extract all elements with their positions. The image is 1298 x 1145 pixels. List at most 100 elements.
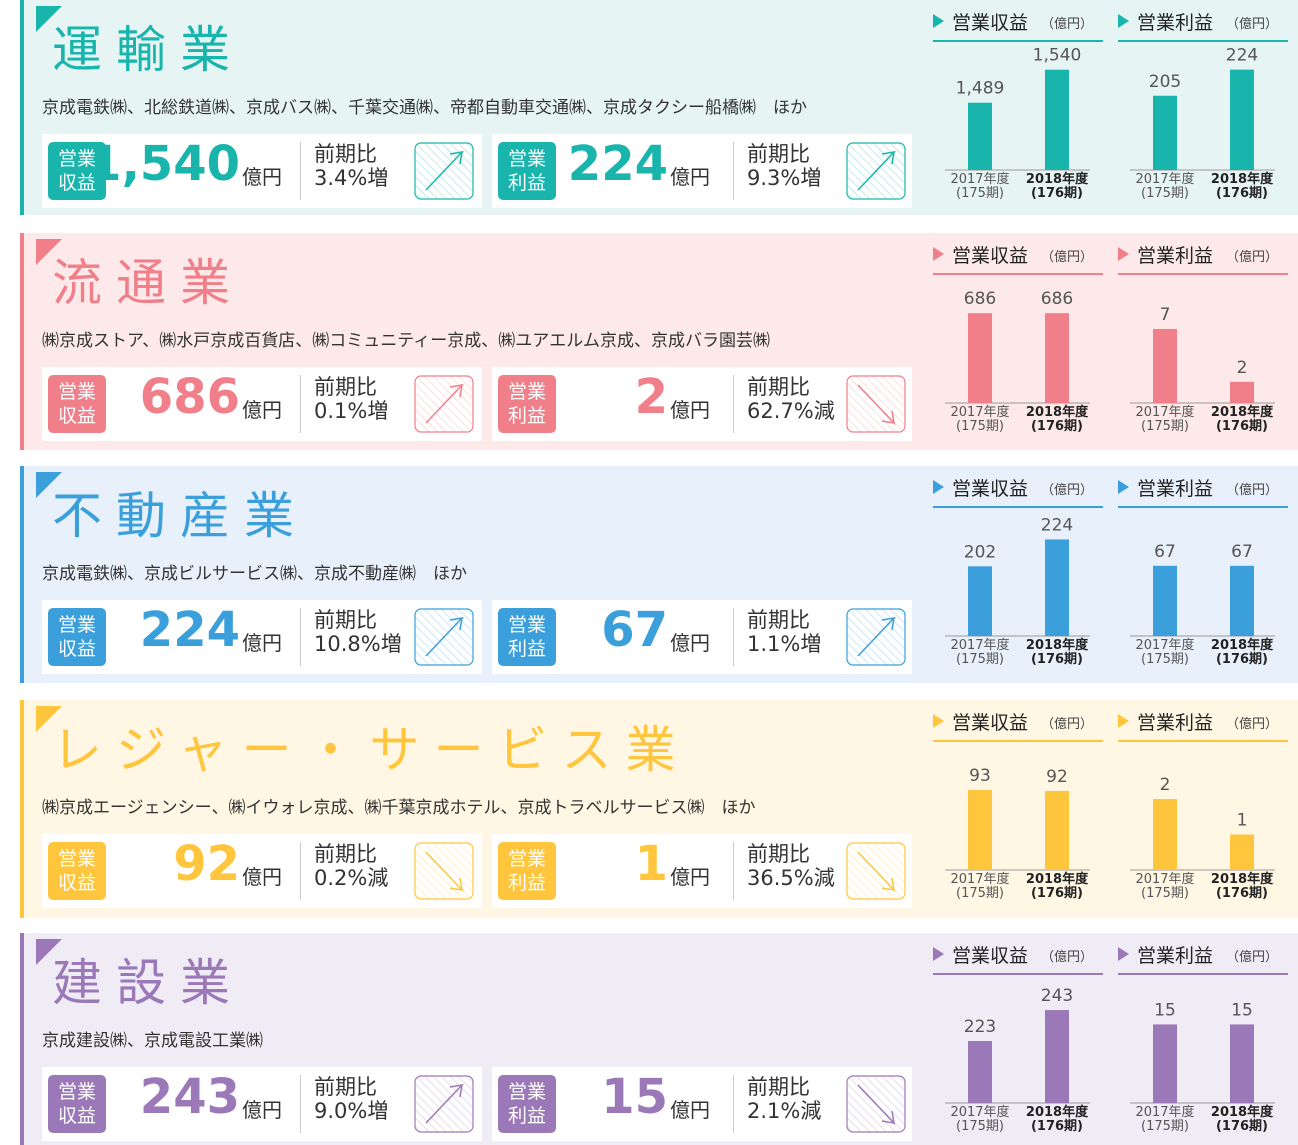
badge-text: 収益 (58, 637, 96, 661)
period-label: (176期) (1216, 886, 1268, 901)
value-label: 202 (964, 542, 996, 562)
bar (1045, 791, 1069, 870)
category-label: 2017年度 (1135, 1104, 1194, 1120)
segment-title: 建設業 (52, 943, 244, 1015)
change: 前期比0.2%減 (314, 842, 388, 890)
charts: 営業収益（億円）2232017年度(175期)2432018年度(176期)営業… (920, 933, 1298, 1145)
metric-badge: 営業利益 (498, 142, 556, 200)
header-marker (933, 947, 944, 961)
metric-value: 243 (140, 1069, 240, 1125)
segment-title: 運輸業 (52, 10, 244, 82)
metric-badge: 営業利益 (498, 1075, 556, 1133)
metric-unit: 億円 (670, 861, 710, 890)
divider (733, 608, 734, 666)
change-value: 2.1%減 (747, 1099, 821, 1123)
metric-badge: 営業収益 (48, 1075, 106, 1133)
period-label: (175期) (956, 1119, 1004, 1134)
badge-text: 利益 (508, 871, 546, 895)
badge-text: 収益 (58, 1104, 96, 1128)
category-label: 2018年度 (1026, 637, 1089, 653)
change: 前期比10.8%増 (314, 608, 402, 656)
change-label: 前期比 (747, 842, 835, 866)
change-label: 前期比 (314, 1075, 388, 1099)
value-label: 223 (964, 1017, 996, 1037)
badge-text: 営業 (58, 613, 96, 637)
metric-badge: 営業収益 (48, 375, 106, 433)
value-label: 7 (1160, 305, 1171, 325)
value-label: 1,540 (1033, 46, 1082, 66)
metric-value: 2 (635, 369, 668, 425)
metric-unit: 億円 (670, 394, 710, 423)
header-marker (1118, 480, 1129, 494)
category-label: 2017年度 (950, 1104, 1009, 1120)
chart-title: 営業収益 (952, 712, 1028, 734)
value-label: 67 (1154, 542, 1176, 562)
chart-unit: （億円） (1041, 949, 1093, 965)
metric-value: 67 (601, 602, 668, 658)
badge-text: 営業 (58, 847, 96, 871)
trend-icon (846, 375, 906, 433)
chart-unit: （億円） (1226, 16, 1278, 32)
company-list: 京成電鉄㈱、北総鉄道㈱、京成バス㈱、千葉交通㈱、帝都自動車交通㈱、京成タクシー船… (42, 93, 807, 118)
badge-text: 収益 (58, 871, 96, 895)
metric-unit: 億円 (242, 627, 282, 656)
period-label: (175期) (956, 886, 1004, 901)
company-list: ㈱京成エージェンシー、㈱イウォレ京成、㈱千葉京成ホテル、京成トラベルサービス㈱ … (42, 793, 756, 818)
category-label: 2018年度 (1211, 871, 1274, 887)
metric-box: 営業収益243億円前期比9.0%増 (42, 1067, 482, 1141)
page: {"segments":[ {"title":"運輸業","color":"#1… (0, 0, 1298, 1145)
category-label: 2017年度 (950, 404, 1009, 420)
change-value: 9.3%増 (747, 166, 821, 190)
trend-icon (414, 375, 474, 433)
change-label: 前期比 (747, 375, 835, 399)
bar (1045, 1010, 1069, 1103)
header-marker (933, 480, 944, 494)
bar (968, 790, 992, 870)
period-label: (176期) (1216, 419, 1268, 434)
header-marker (1118, 947, 1129, 961)
value-label: 92 (1046, 767, 1068, 787)
value-label: 93 (969, 766, 991, 786)
bar (968, 313, 992, 403)
value-label: 2 (1237, 358, 1248, 378)
value-label: 15 (1154, 1000, 1176, 1020)
change-value: 1.1%増 (747, 632, 821, 656)
chart-title: 営業収益 (952, 945, 1028, 967)
metric-box: 営業収益686億円前期比0.1%増 (42, 367, 482, 441)
metric-badge: 営業利益 (498, 375, 556, 433)
period-label: (176期) (1031, 186, 1083, 201)
header-marker (1118, 714, 1129, 728)
chart-unit: （億円） (1226, 482, 1278, 498)
metric-unit: 億円 (242, 861, 282, 890)
metric-unit: 億円 (670, 627, 710, 656)
category-label: 2017年度 (1135, 637, 1194, 653)
metric-value: 15 (601, 1069, 668, 1125)
trend-icon (414, 1075, 474, 1133)
bar (1230, 382, 1254, 403)
period-label: (175期) (1141, 419, 1189, 434)
badge-text: 利益 (508, 637, 546, 661)
divider (733, 142, 734, 200)
bar (1230, 566, 1254, 636)
charts: 営業収益（億円）2022017年度(175期)2242018年度(176期)営業… (920, 466, 1298, 683)
segment-strip (20, 466, 24, 683)
metric-value: 224 (140, 602, 240, 658)
chart-unit: （億円） (1226, 249, 1278, 265)
header-marker (933, 14, 944, 28)
divider (300, 608, 301, 666)
value-label: 67 (1231, 542, 1253, 562)
segment-strip (20, 933, 24, 1145)
category-label: 2017年度 (1135, 171, 1194, 187)
header-marker (1118, 14, 1129, 28)
metric-badge: 営業利益 (498, 608, 556, 666)
period-label: (175期) (1141, 886, 1189, 901)
divider (300, 842, 301, 900)
metric-box: 営業利益1億円前期比36.5%減 (492, 834, 912, 908)
badge-text: 営業 (508, 847, 546, 871)
category-label: 2017年度 (1135, 404, 1194, 420)
